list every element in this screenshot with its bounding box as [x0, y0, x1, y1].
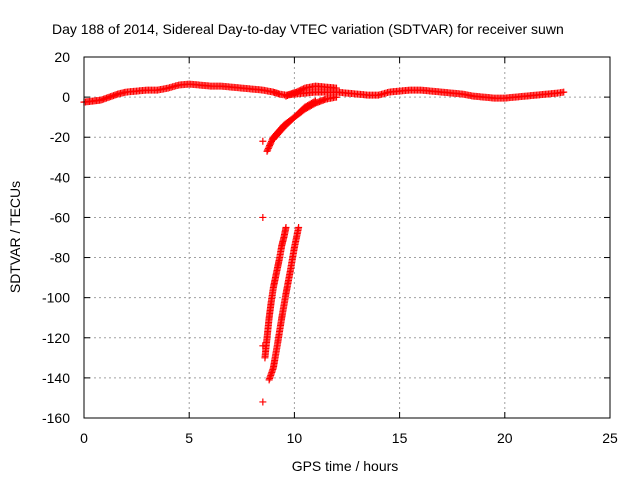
plot-frame — [83, 56, 611, 419]
x-tick-label: 25 — [602, 430, 618, 446]
axis-ticks — [83, 56, 611, 419]
data-point — [560, 88, 568, 96]
y-tick-label: 0 — [62, 89, 70, 105]
x-tick-label: 15 — [392, 430, 408, 446]
x-axis-title: GPS time / hours — [292, 458, 399, 474]
series-steep-arc-B — [265, 223, 303, 384]
x-tick-label: 5 — [185, 430, 193, 446]
data-points — [80, 80, 568, 406]
series-converging-arc-1 — [263, 93, 340, 155]
grid-lines — [84, 57, 610, 418]
y-tick-label: -120 — [42, 330, 70, 346]
y-tick-label: -160 — [42, 410, 70, 426]
x-tick-label: 20 — [497, 430, 513, 446]
data-point — [259, 213, 267, 221]
y-tick-label: -40 — [50, 169, 70, 185]
y-tick-label: -60 — [50, 209, 70, 225]
data-point — [282, 223, 290, 231]
y-tick-label: -100 — [42, 290, 70, 306]
series-converging-arc-2 — [269, 97, 319, 143]
tick-labels: 0 5 10 15 20 25 -160 -140 -120 -100 -80 -60 -40 -20 0 2… — [42, 49, 618, 446]
data-point — [259, 342, 267, 350]
x-tick-label: 0 — [80, 430, 88, 446]
x-tick-label: 10 — [287, 430, 303, 446]
data-point — [310, 98, 318, 106]
data-point — [295, 223, 303, 231]
y-axis-title: SDTVAR / TECUs — [7, 181, 23, 293]
y-tick-label: -140 — [42, 370, 70, 386]
data-point — [311, 97, 319, 105]
data-point — [332, 84, 340, 92]
series-isolated — [259, 137, 267, 406]
chart-title: Day 188 of 2014, Sidereal Day-to-day VTE… — [52, 21, 564, 37]
data-point — [259, 398, 267, 406]
data-point — [259, 137, 267, 145]
y-tick-label: 20 — [54, 49, 70, 65]
series-steep-arc-A — [261, 223, 290, 362]
y-tick-label: -20 — [50, 129, 70, 145]
data-point — [332, 93, 340, 101]
y-tick-label: -80 — [50, 250, 70, 266]
series-recovering-arc — [282, 82, 340, 100]
